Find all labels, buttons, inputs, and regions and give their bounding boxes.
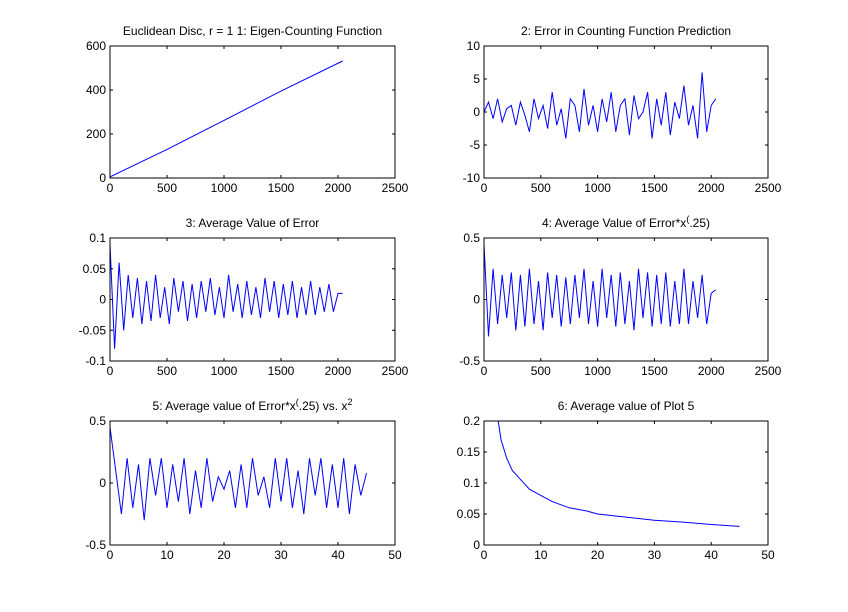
x-tick-label: 10 — [160, 548, 174, 562]
x-tick-label: 40 — [705, 548, 719, 562]
subplot: 0 500 1000 1500 2000 2500 -0.1 -0.05 0 0.05 0.1 3: … — [79, 216, 409, 378]
title-superscript: ( — [296, 397, 299, 407]
y-tick-label: 0 — [99, 476, 106, 490]
x-tick-label: 0 — [107, 364, 114, 378]
x-tick-label: 1000 — [584, 181, 611, 195]
axes-box — [483, 420, 769, 546]
x-tick-label: 20 — [217, 548, 231, 562]
title-superscript: ( — [686, 214, 689, 224]
y-tick-label: -10 — [463, 171, 481, 185]
subplot: 0 500 1000 1500 2000 2500-0.500.54: Average V… — [459, 214, 781, 378]
data-line — [484, 72, 717, 139]
x-tick-label: 0 — [481, 548, 488, 562]
y-tick-label: 0 — [473, 293, 480, 307]
x-tick-label: 500 — [157, 181, 177, 195]
x-tick-label: 2000 — [325, 364, 352, 378]
x-tick-label: 1500 — [268, 181, 295, 195]
title-text: 2: Error in Counting Function Prediction — [521, 24, 731, 38]
data-line — [497, 421, 740, 527]
title-text: .25) vs. x — [299, 399, 348, 413]
y-tick-label: -0.1 — [85, 354, 106, 368]
x-tick-label: 2500 — [755, 364, 782, 378]
y-tick-label: 0.5 — [463, 231, 480, 245]
axes-box — [109, 45, 396, 179]
title-text: Euclidean Disc, r = 1 1: Eigen-Counting … — [123, 24, 382, 38]
y-tick-label: 0.05 — [457, 507, 481, 521]
subplot-title: Euclidean Disc, r = 1 1: Eigen-Counting … — [123, 24, 382, 38]
x-tick-label: 1500 — [641, 181, 668, 195]
x-tick-label: 2000 — [325, 181, 352, 195]
y-tick-label: 0 — [99, 293, 106, 307]
x-tick-label: 0 — [107, 181, 114, 195]
x-tick-label: 1500 — [268, 364, 295, 378]
x-tick-label: 2500 — [382, 364, 409, 378]
data-line — [110, 60, 343, 178]
x-tick-label: 1000 — [584, 364, 611, 378]
subplot: 0 10 20 30 40 50 0 0.05 0.1 0.15 0.2 6: Average val… — [457, 399, 775, 562]
title-text: 3: Average Value of Error — [186, 216, 320, 230]
x-tick-label: 2000 — [698, 364, 725, 378]
x-tick-label: 20 — [591, 548, 605, 562]
y-tick-label: -0.5 — [459, 354, 480, 368]
y-tick-label: 0 — [473, 538, 480, 552]
x-tick-label: 500 — [157, 364, 177, 378]
title-superscript: 2 — [347, 397, 352, 407]
y-tick-label: 0.05 — [83, 262, 107, 276]
y-tick-label: 5 — [473, 72, 480, 86]
x-tick-label: 0 — [481, 364, 488, 378]
x-tick-label: 0 — [107, 548, 114, 562]
subplot-title: 3: Average Value of Error — [186, 216, 320, 230]
y-tick-label: 0.1 — [463, 476, 480, 490]
x-tick-label: 30 — [274, 548, 288, 562]
axes-box — [109, 420, 396, 546]
subplot-title: 2: Error in Counting Function Prediction — [521, 24, 731, 38]
y-tick-label: 0.1 — [89, 231, 106, 245]
y-tick-label: -5 — [469, 138, 480, 152]
subplot: 0 500 1000 1500 2000 2500 -10 -5 0 5 10 2: Error in… — [463, 24, 782, 195]
y-tick-label: 0.2 — [463, 414, 480, 428]
y-tick-label: 0.15 — [457, 445, 481, 459]
x-tick-label: 1500 — [641, 364, 668, 378]
data-line — [484, 244, 717, 337]
y-tick-label: 10 — [467, 39, 481, 53]
y-tick-label: 0 — [473, 105, 480, 119]
x-tick-label: 1000 — [211, 364, 238, 378]
x-tick-label: 2500 — [755, 181, 782, 195]
data-line — [110, 244, 343, 349]
x-tick-label: 40 — [331, 548, 345, 562]
title-text: 4: Average Value of Error*x — [542, 216, 686, 230]
title-text: .25) — [689, 216, 710, 230]
y-tick-label: -0.05 — [79, 323, 107, 337]
subplot: 0 500 1000 1500 2000 2500 0 200 400 600 Euclidean … — [86, 24, 409, 195]
y-tick-label: 400 — [86, 83, 106, 97]
axes-box — [109, 237, 396, 362]
y-tick-label: 200 — [86, 127, 106, 141]
y-tick-label: 0 — [99, 171, 106, 185]
y-tick-label: -0.5 — [85, 538, 106, 552]
subplot: 0 10 20 30 40 50-0.500.55: Average value of E… — [85, 397, 402, 562]
x-tick-label: 50 — [761, 548, 775, 562]
title-text: 5: Average value of Error*x — [153, 399, 296, 413]
x-tick-label: 500 — [531, 364, 551, 378]
y-tick-label: 600 — [86, 39, 106, 53]
x-tick-label: 500 — [531, 181, 551, 195]
title-text: 6: Average value of Plot 5 — [558, 399, 695, 413]
y-tick-label: 0.5 — [89, 414, 106, 428]
data-line — [110, 427, 367, 521]
x-tick-label: 50 — [388, 548, 402, 562]
subplot-title: 5: Average value of Error*x(.25) vs. x2 — [153, 397, 353, 413]
x-tick-label: 1000 — [211, 181, 238, 195]
x-tick-label: 30 — [648, 548, 662, 562]
axes-box — [483, 45, 769, 179]
subplot-title: 6: Average value of Plot 5 — [558, 399, 695, 413]
x-tick-label: 0 — [481, 181, 488, 195]
x-tick-label: 2500 — [382, 181, 409, 195]
x-tick-label: 10 — [534, 548, 548, 562]
x-tick-label: 2000 — [698, 181, 725, 195]
axes-box — [483, 237, 769, 362]
subplot-title: 4: Average Value of Error*x(.25) — [542, 214, 710, 230]
